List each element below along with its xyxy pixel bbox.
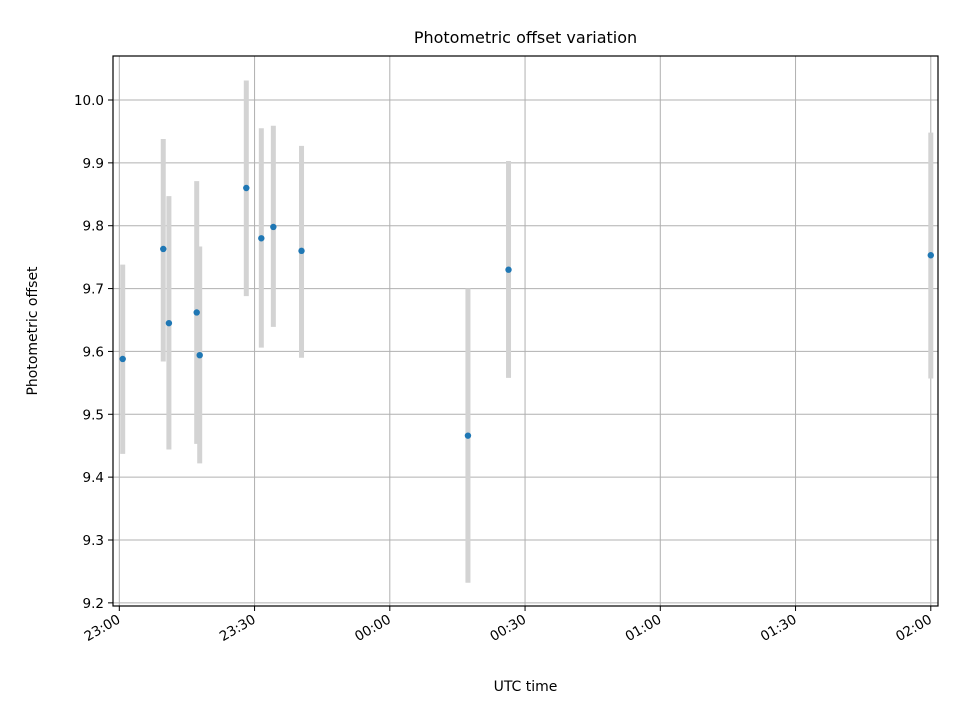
x-tick-label: 00:00	[352, 612, 394, 645]
y-tick-label: 9.5	[83, 407, 104, 423]
y-tick-label: 9.8	[83, 219, 104, 235]
data-points	[119, 184, 934, 439]
grid	[113, 56, 938, 606]
data-point	[243, 184, 250, 192]
x-ticks: 23:00 23:30 00:00 00:30 01:00 01:30 02:00	[82, 606, 935, 645]
data-point	[258, 235, 265, 242]
x-tick-label: 02:00	[893, 612, 935, 645]
y-tick-label: 9.3	[83, 533, 104, 549]
data-point	[165, 319, 173, 327]
x-axis-label: UTC time	[494, 679, 558, 695]
data-point	[196, 352, 203, 359]
data-point	[927, 252, 934, 259]
x-tick-label: 00:30	[487, 612, 529, 645]
x-tick-label: 23:30	[217, 612, 259, 645]
x-tick-label: 01:00	[623, 612, 665, 645]
data-point	[464, 432, 472, 439]
y-tick-label: 9.2	[83, 596, 104, 612]
y-tick-label: 9.9	[83, 156, 104, 172]
data-point	[119, 355, 126, 363]
y-tick-label: 9.7	[83, 282, 104, 298]
y-axis-label: Photometric offset	[25, 266, 41, 396]
data-point	[193, 309, 200, 316]
y-tick-label: 9.4	[83, 470, 104, 486]
data-point	[505, 266, 512, 273]
data-point	[298, 247, 305, 255]
data-point	[270, 223, 277, 231]
chart-title: Photometric offset variation	[414, 28, 637, 47]
data-point	[160, 245, 167, 253]
y-tick-label: 9.6	[83, 344, 104, 360]
y-tick-label: 10.0	[74, 93, 104, 109]
y-ticks: 9.2 9.3 9.4 9.5 9.6 9.7 9.8 9.9 10.0	[74, 93, 113, 612]
error-bars	[120, 80, 934, 583]
x-tick-label: 01:30	[758, 612, 800, 645]
x-tick-label: 23:00	[82, 612, 124, 645]
